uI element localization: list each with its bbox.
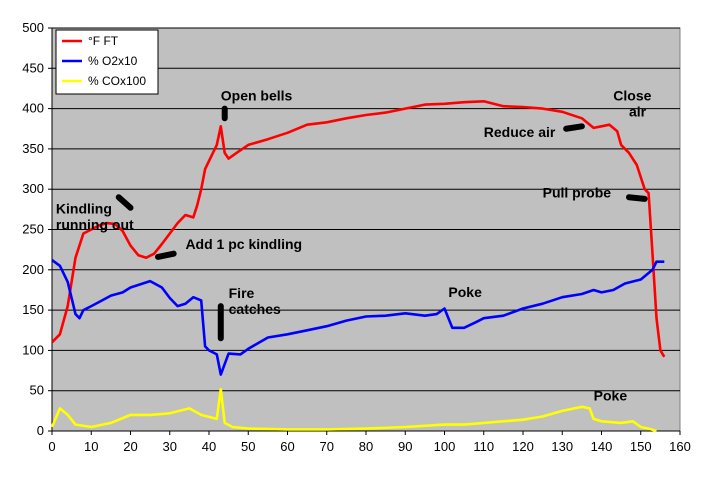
- annotation-label: air: [629, 104, 647, 120]
- y-tick-label: 50: [30, 383, 44, 398]
- x-tick-label: 150: [630, 439, 652, 454]
- x-tick-label: 60: [280, 439, 294, 454]
- annotation-label: Poke: [594, 387, 628, 403]
- annotation-label: Reduce air: [484, 124, 556, 140]
- annotation-label: Fire: [229, 285, 255, 301]
- x-tick-label: 160: [669, 439, 691, 454]
- x-tick-label: 30: [163, 439, 177, 454]
- x-tick-label: 90: [398, 439, 412, 454]
- annotation-pointer: [115, 194, 134, 211]
- annotation-label: running out: [56, 217, 134, 233]
- y-tick-label: 150: [22, 302, 44, 317]
- series-lines: [50, 100, 666, 433]
- gridlines: [52, 27, 680, 392]
- axes: 0 50 100 150 200 250 300 350 400 450 500 0 10 20 30 40 5…: [22, 20, 691, 454]
- x-tick-label: 130: [551, 439, 573, 454]
- x-tick-label: 10: [84, 439, 98, 454]
- annotation-label: Pull probe: [543, 184, 612, 200]
- legend-label: °F FT: [88, 34, 119, 48]
- y-tick-label: 200: [22, 262, 44, 277]
- y-tick-label: 100: [22, 342, 44, 357]
- x-tick-label: 120: [512, 439, 534, 454]
- annotation-pointer: [154, 250, 177, 260]
- y-tick-label: 0: [37, 423, 44, 438]
- legend: °F FT % O2x10 % COx100: [55, 29, 159, 95]
- y-tick-label: 350: [22, 141, 44, 156]
- annotation-pointers: [115, 105, 648, 342]
- y-tick-label: 250: [22, 222, 44, 237]
- annotation-label: Poke: [448, 284, 482, 300]
- series-line-co: [50, 387, 657, 433]
- annotation-label: Add 1 pc kindling: [185, 236, 302, 252]
- y-tick-label: 500: [22, 20, 44, 35]
- x-tick-label: 110: [473, 439, 494, 454]
- annotation-pointer: [625, 194, 648, 202]
- x-tick-label: 40: [202, 439, 216, 454]
- y-tick-label: 300: [22, 181, 44, 196]
- series-line-oxygen: [51, 259, 665, 376]
- annotation-label: Kindling: [56, 200, 112, 216]
- series-line-temperature: [51, 100, 666, 358]
- x-tick-label: 50: [241, 439, 255, 454]
- y-tick-label: 400: [22, 101, 44, 116]
- x-tick-label: 100: [434, 439, 456, 454]
- x-tick-label: 0: [48, 439, 55, 454]
- annotation-label: Close: [613, 88, 651, 104]
- x-tick-label: 80: [359, 439, 373, 454]
- legend-label: % COx100: [88, 74, 146, 88]
- y-tick-label: 450: [22, 60, 44, 75]
- x-tick-label: 140: [591, 439, 613, 454]
- x-tick-label: 70: [320, 439, 334, 454]
- x-tick-label: 20: [123, 439, 137, 454]
- annotation-label: Open bells: [221, 88, 293, 104]
- annotation-pointer: [563, 123, 585, 132]
- legend-label: % O2x10: [88, 54, 138, 68]
- annotation-label: catches: [229, 301, 281, 317]
